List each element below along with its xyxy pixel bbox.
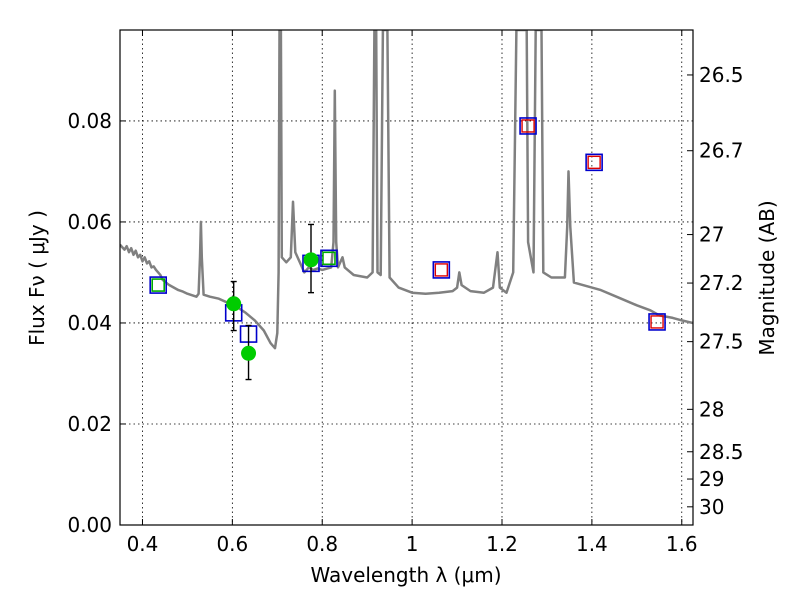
y-tick-label: 0.08 — [67, 109, 112, 133]
detection-point — [303, 252, 319, 268]
y-tick-label: 0.00 — [67, 513, 112, 537]
model-photometry-square — [320, 249, 338, 268]
x-tick-label: 0.4 — [127, 532, 159, 556]
y2-tick-label: 26.7 — [699, 139, 744, 163]
observed-band-square-green — [322, 251, 336, 266]
y-axis-label: Flux Fν ( μJy ) — [25, 210, 49, 346]
x-tick-label: 1.6 — [666, 532, 698, 556]
upper-limit-square-red — [587, 155, 601, 170]
model-photometry-square — [585, 153, 603, 172]
x-axis-label: Wavelength λ (μm) — [310, 563, 501, 587]
y-tick-label: 0.02 — [67, 412, 112, 436]
x-tick-label: 1.4 — [576, 532, 608, 556]
x-tick-label: 1.2 — [486, 532, 518, 556]
ticks-layer: 0.4 0.6 0.8 1 1.2 1.4 1.6 0.00 0.02 0.04 0.06 0.08 2… — [67, 30, 744, 556]
plot-area — [120, 30, 693, 381]
upper-limit-square-red — [521, 119, 535, 133]
model-photometry-square — [432, 261, 451, 279]
y2-tick-label: 27.2 — [699, 271, 744, 295]
model-photometry-square — [648, 313, 666, 331]
y-tick-label: 0.06 — [67, 210, 112, 234]
x-tick-label: 1 — [406, 532, 419, 556]
y2-axis-label: Magnitude (AB) — [755, 200, 779, 355]
upper-limit-square-red — [434, 263, 449, 277]
y2-tick-label: 27 — [699, 223, 724, 247]
grid-layer — [120, 30, 693, 526]
y2-tick-label: 30 — [699, 495, 724, 519]
model-photometry-square — [519, 117, 537, 135]
x-tick-label: 0.8 — [306, 532, 338, 556]
observed-band-square-green — [151, 278, 165, 292]
y2-tick-label: 28 — [699, 397, 724, 421]
axes-frame — [119, 29, 694, 526]
y2-tick-label: 28.5 — [699, 440, 744, 464]
detection-point — [241, 345, 257, 361]
y-tick-label: 0.04 — [67, 311, 112, 335]
model-photometry-square — [149, 276, 167, 294]
y2-tick-label: 29 — [699, 467, 724, 491]
detection-point — [226, 296, 242, 312]
x-tick-label: 0.6 — [216, 532, 248, 556]
upper-limit-square-red — [650, 315, 664, 329]
y2-tick-label: 26.5 — [699, 63, 744, 87]
y2-tick-label: 27.5 — [699, 330, 744, 354]
